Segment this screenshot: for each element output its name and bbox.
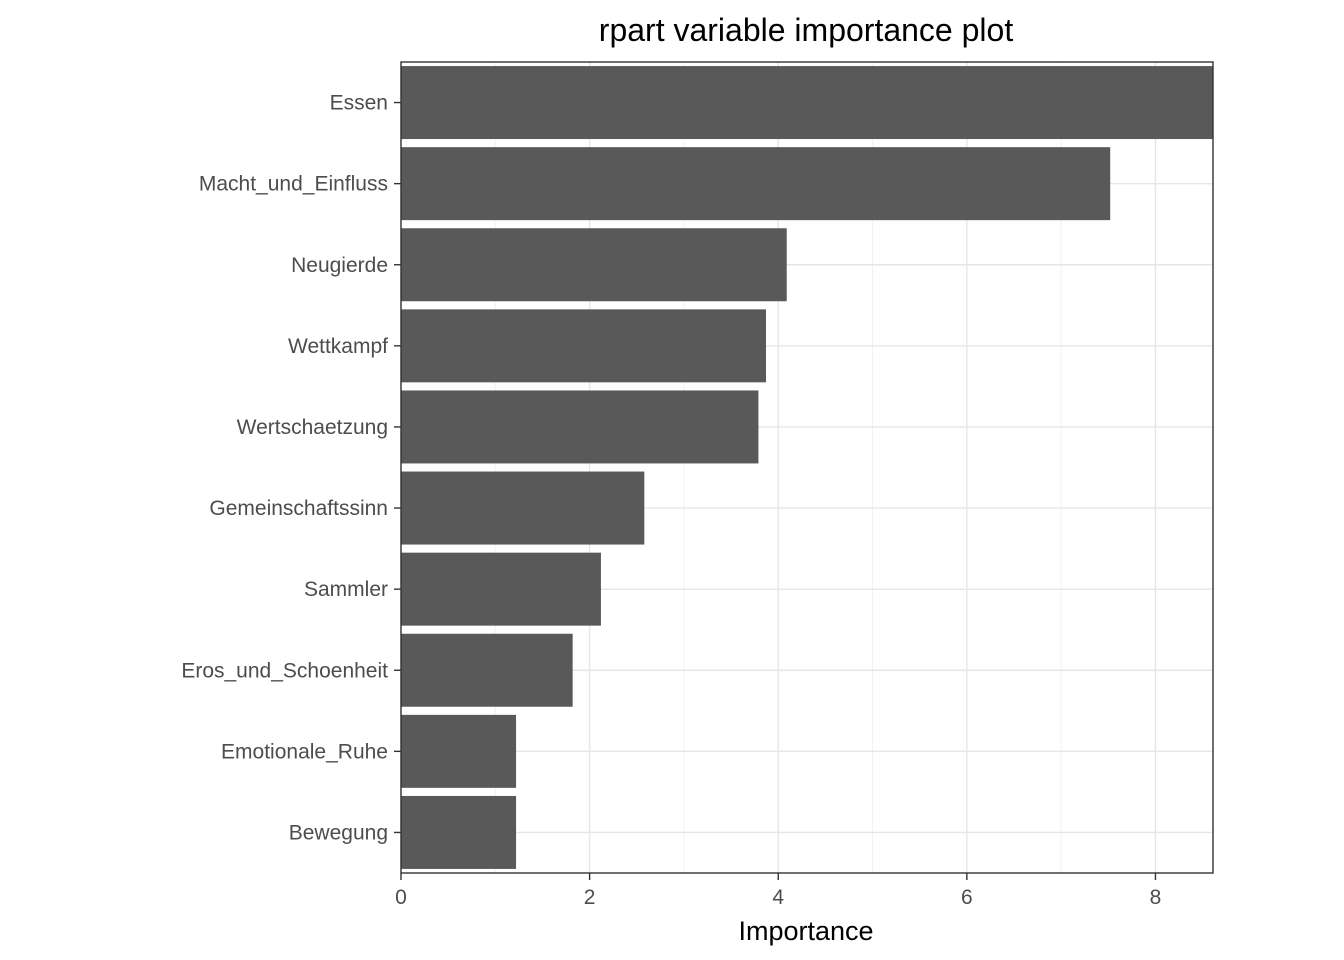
bar [401,390,759,464]
bar [401,309,766,383]
y-tick-label: Gemeinschaftssinn [209,497,388,520]
y-tick-label: Bewegung [289,821,388,844]
x-tick-label: 0 [395,886,407,909]
bar [401,714,517,788]
chart-title: rpart variable importance plot [599,12,1014,48]
y-axis: Essen Macht_und_Einfluss Neugierde Wettkamp… [181,92,401,844]
y-tick-label: Eros_und_Schoenheit [181,659,388,682]
x-tick-label: 4 [772,886,784,909]
bar [401,633,573,707]
bar [401,795,517,869]
bar [401,228,787,302]
bars [401,66,1213,869]
bar [401,552,601,626]
y-tick-label: Macht_und_Einfluss [199,173,388,196]
y-tick-label: Sammler [304,578,388,601]
x-tick-label: 8 [1150,886,1162,909]
y-tick-label: Emotionale_Ruhe [221,740,388,763]
x-axis-label: Importance [738,916,873,946]
x-tick-label: 6 [961,886,973,909]
y-tick-label: Neugierde [291,254,388,277]
x-tick-label: 2 [584,886,596,909]
bar [401,66,1213,140]
y-tick-label: Wettkampf [288,335,388,358]
bar [401,471,645,545]
y-tick-label: Wertschaetzung [237,416,388,439]
y-tick-label: Essen [330,92,388,115]
panel-border [400,61,1214,874]
x-axis: 0 2 4 6 8 [395,873,1161,909]
bar [401,147,1111,221]
